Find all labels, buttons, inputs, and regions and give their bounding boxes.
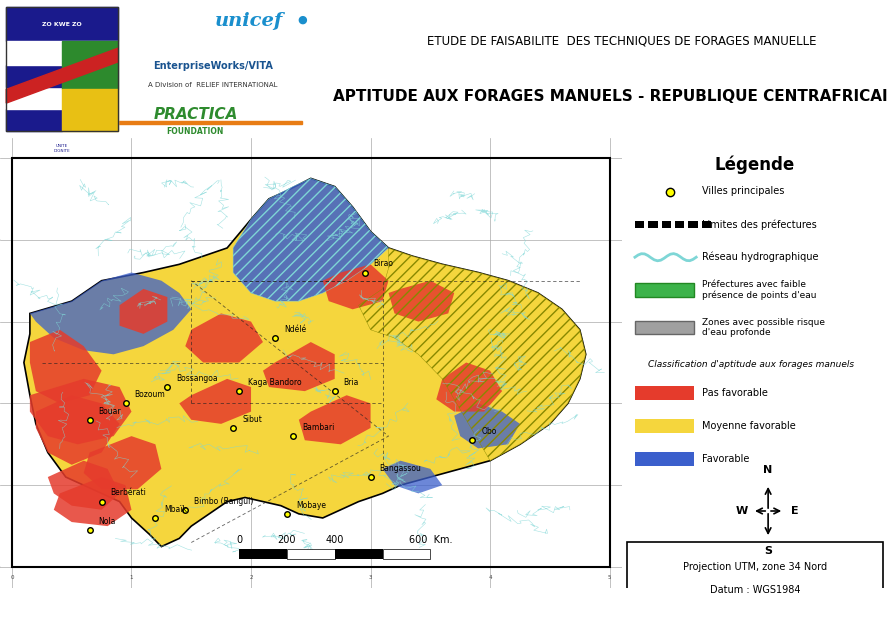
Bar <box>6 87 62 109</box>
Text: Pas favorable: Pas favorable <box>702 388 767 398</box>
Bar <box>383 549 431 559</box>
Polygon shape <box>233 178 388 301</box>
Text: W: W <box>735 506 748 516</box>
Text: ●: ● <box>297 14 307 24</box>
Polygon shape <box>179 379 251 424</box>
Text: Obo: Obo <box>481 427 496 436</box>
Polygon shape <box>48 461 120 510</box>
Bar <box>635 452 694 466</box>
Text: Réseau hydrographique: Réseau hydrographique <box>702 252 818 262</box>
FancyBboxPatch shape <box>627 542 883 610</box>
Polygon shape <box>30 272 191 354</box>
Text: Moyenne favorable: Moyenne favorable <box>702 421 796 431</box>
Polygon shape <box>54 477 131 526</box>
Polygon shape <box>30 379 131 444</box>
Text: PRACTICA: PRACTICA <box>153 107 238 122</box>
Bar <box>335 549 383 559</box>
Text: Bozoum: Bozoum <box>134 390 165 399</box>
Polygon shape <box>455 403 520 448</box>
Polygon shape <box>6 48 118 103</box>
Bar <box>635 321 694 334</box>
Polygon shape <box>120 289 167 334</box>
Text: Bambari: Bambari <box>302 423 334 432</box>
Text: 1: 1 <box>130 575 133 580</box>
Bar <box>648 221 657 228</box>
Text: Mobaye: Mobaye <box>296 501 326 510</box>
Text: 600  Km.: 600 Km. <box>408 534 452 544</box>
Bar <box>662 221 670 228</box>
Text: Zones avec possible risque
d'eau profonde: Zones avec possible risque d'eau profond… <box>702 318 825 337</box>
Bar <box>6 64 62 87</box>
Text: FOUNDATION: FOUNDATION <box>167 127 224 136</box>
Text: Birao: Birao <box>374 259 393 268</box>
Bar <box>688 221 698 228</box>
Polygon shape <box>30 330 101 403</box>
Polygon shape <box>36 395 120 465</box>
Bar <box>239 549 287 559</box>
Text: Projection UTM, zone 34 Nord: Projection UTM, zone 34 Nord <box>683 562 827 572</box>
Text: Bangassou: Bangassou <box>379 464 422 473</box>
Text: Datum : WGS1984: Datum : WGS1984 <box>710 585 800 595</box>
Polygon shape <box>359 248 586 461</box>
Polygon shape <box>436 362 502 412</box>
Text: ETUDE DE FAISABILITE  DES TECHNIQUES DE FORAGES MANUELLE: ETUDE DE FAISABILITE DES TECHNIQUES DE F… <box>427 35 816 48</box>
Text: ZO KWE ZO: ZO KWE ZO <box>43 22 82 28</box>
Text: APTITUDE AUX FORAGES MANUELS - REPUBLIQUE CENTRAFRICAINE: APTITUDE AUX FORAGES MANUELS - REPUBLIQU… <box>333 89 888 104</box>
Text: Nola: Nola <box>99 517 116 526</box>
Text: A Division of  RELIEF INTERNATIONAL: A Division of RELIEF INTERNATIONAL <box>148 82 278 88</box>
Text: 4: 4 <box>488 575 492 580</box>
Text: UNITE
DIGNITE: UNITE DIGNITE <box>54 144 70 153</box>
Bar <box>635 221 644 228</box>
Text: Légende: Légende <box>715 156 795 174</box>
Polygon shape <box>83 436 162 489</box>
Text: 5: 5 <box>608 575 612 580</box>
Bar <box>6 42 62 64</box>
Text: Classification d'aptitude aux forages manuels: Classification d'aptitude aux forages ma… <box>648 360 854 369</box>
Text: E: E <box>791 506 798 516</box>
Polygon shape <box>263 342 335 391</box>
Text: Kaga Bandoro: Kaga Bandoro <box>248 378 302 387</box>
Polygon shape <box>24 178 586 547</box>
Text: Berbérati: Berbérati <box>111 489 147 498</box>
Text: 400: 400 <box>326 534 344 544</box>
Bar <box>62 41 118 89</box>
Bar <box>287 549 335 559</box>
Text: Ndélé: Ndélé <box>284 325 306 334</box>
Polygon shape <box>322 264 388 309</box>
Text: Bossangoa: Bossangoa <box>177 374 218 383</box>
Text: 2: 2 <box>250 575 253 580</box>
Text: Sibut: Sibut <box>242 415 262 424</box>
Bar <box>6 41 118 131</box>
Text: unicef: unicef <box>215 12 282 29</box>
Text: 3: 3 <box>369 575 372 580</box>
Text: 0: 0 <box>236 534 242 544</box>
Text: S: S <box>764 546 773 556</box>
Bar <box>635 283 694 297</box>
Polygon shape <box>186 313 263 362</box>
Text: Limites des préfectures: Limites des préfectures <box>702 219 816 229</box>
Text: N: N <box>764 466 773 476</box>
Text: Mbaïk: Mbaïk <box>164 505 187 514</box>
Bar <box>6 109 62 131</box>
Text: Favorable: Favorable <box>702 454 749 464</box>
Bar <box>635 386 694 400</box>
Polygon shape <box>383 461 442 493</box>
Text: 0: 0 <box>10 575 13 580</box>
Text: 200: 200 <box>278 534 296 544</box>
Bar <box>6 7 118 41</box>
Text: EnterpriseWorks/VITA: EnterpriseWorks/VITA <box>154 61 273 71</box>
Polygon shape <box>388 281 455 322</box>
Text: Bria: Bria <box>344 378 359 387</box>
Bar <box>635 419 694 432</box>
Text: Préfectures avec faible
présence de points d'eau: Préfectures avec faible présence de poin… <box>702 280 816 300</box>
Bar <box>89 121 302 124</box>
Bar <box>62 89 118 131</box>
Bar <box>675 221 684 228</box>
Text: Bouar: Bouar <box>99 407 122 416</box>
Text: Villes principales: Villes principales <box>702 186 784 196</box>
Bar <box>702 221 710 228</box>
Text: Bimbo (Bangui): Bimbo (Bangui) <box>194 497 254 506</box>
Polygon shape <box>299 395 370 444</box>
